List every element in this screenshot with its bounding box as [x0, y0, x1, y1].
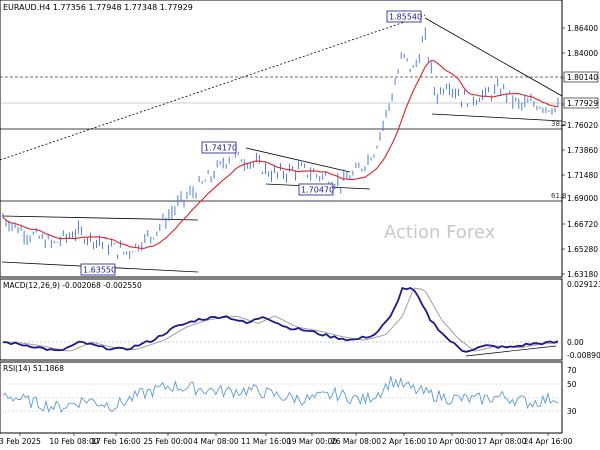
mid-low-label-box: 1.70470 [298, 183, 334, 196]
high-label-box: 1.85540 [386, 10, 422, 23]
price-tick-label: 1.71480 [567, 171, 598, 180]
time-tick-label: 25 Feb 00:00 [143, 437, 192, 446]
channel-upper-line [1, 215, 199, 221]
macd-line [2, 287, 559, 353]
mid-low-label: 1.70470 [301, 186, 334, 195]
macd-axis: 0.029123 0.00 -0.008901 [567, 280, 600, 360]
price-candles [2, 27, 559, 259]
rsi-line [2, 376, 559, 414]
time-tick-label: 17 Apr 08:00 [478, 437, 527, 446]
current-price: 1.77929 [567, 99, 598, 108]
time-tick-label: 26 Mar 08:00 [331, 437, 381, 446]
time-tick-label: 4 Mar 08:00 [193, 437, 239, 446]
time-tick-label: 19 Mar 00:00 [287, 437, 337, 446]
macd-signal-line [3, 287, 559, 352]
price-tick-label: 1.66720 [567, 220, 598, 229]
wedge-upper-line [424, 17, 563, 97]
price-tick-label: 1.73860 [567, 146, 598, 155]
time-tick-label: 17 Feb 16:00 [91, 437, 140, 446]
price-tick-label: 1.65280 [567, 245, 598, 254]
time-tick-label: 2 Apr 16:00 [382, 437, 426, 446]
price-axis: 1.864001.840001.816201.792401.760201.738… [562, 24, 598, 279]
low-label: 1.63550 [83, 266, 116, 275]
rsi-tick-label: 30 [567, 407, 577, 416]
macd-panel [0, 278, 563, 361]
rsi-tick-label: 70 [567, 366, 577, 375]
rsi-title: RSI(14) 51.1868 [3, 364, 64, 373]
current-price-tag: 1.77929 [563, 97, 599, 109]
time-tick-label: 24 Apr 16:00 [524, 437, 573, 446]
mid-high-label-box: 1.74170 [201, 141, 237, 154]
price-tick-label: 1.76020 [567, 121, 598, 130]
price-tick-label: 1.86400 [567, 24, 598, 33]
wedge-lower-line [431, 113, 563, 122]
resistance-price-tag: 1.80140 [563, 71, 599, 83]
fib-382-label: 38.2 [551, 120, 567, 128]
price-panel [0, 0, 563, 278]
macd-tick-label: 0.029123 [567, 280, 600, 289]
moving-average-line [2, 59, 559, 249]
watermark: Action Forex [384, 222, 496, 243]
high-label: 1.85540 [389, 13, 422, 22]
time-tick-label: 10 Apr 00:00 [428, 437, 477, 446]
price-tick-label: 1.69000 [567, 194, 598, 203]
symbol-info: EURAUD.H4 1.77356 1.77948 1.77348 1.7792… [3, 3, 193, 12]
rsi-tick-label: 50 [567, 380, 577, 389]
macd-tick-label: -0.008901 [567, 351, 600, 360]
time-tick-label: 3 Feb 2025 [0, 437, 41, 446]
triangle-upper-line [245, 147, 351, 173]
mid-high-label: 1.74170 [204, 144, 237, 153]
price-tick-label: 1.63180 [567, 270, 598, 279]
time-tick-label: 11 Mar 16:00 [241, 437, 291, 446]
macd-title: MACD(12,26,9) -0.002068 -0.002550 [3, 281, 142, 290]
macd-tick-label: 0.00 [567, 338, 584, 347]
low-label-box: 1.63550 [80, 263, 116, 276]
macd-divergence-line [465, 345, 557, 357]
time-tick-label: 10 Feb 08:00 [49, 437, 98, 446]
dotted-trendline [0, 14, 426, 161]
price-tick-label: 1.84000 [567, 49, 598, 58]
rsi-panel [0, 361, 563, 434]
rsi-axis: 70 50 30 [567, 366, 577, 416]
fib-618-label: 61.8 [551, 192, 567, 200]
resistance-price: 1.80140 [567, 73, 598, 82]
